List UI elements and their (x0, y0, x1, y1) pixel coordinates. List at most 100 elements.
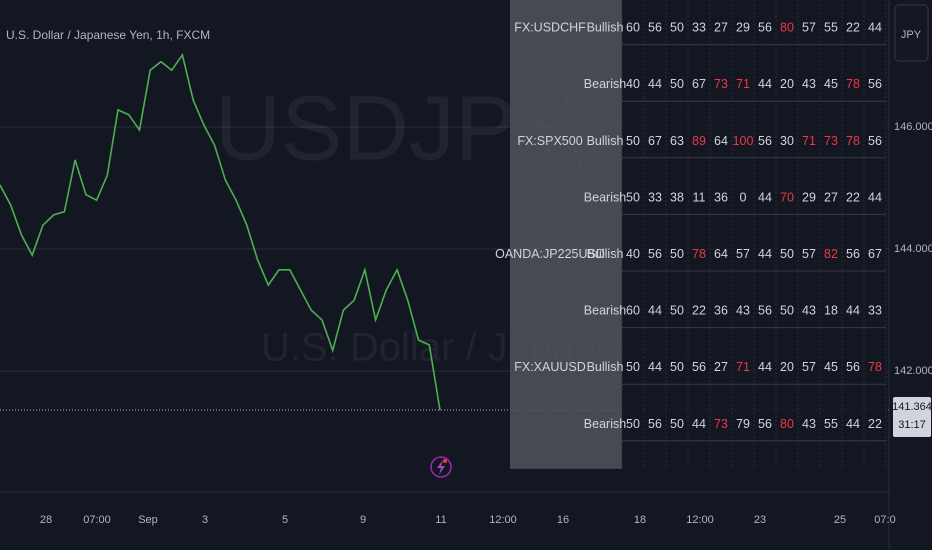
cell-value: 44 (758, 190, 772, 204)
cell-value: 44 (648, 304, 662, 318)
side-label: Bullish (587, 21, 624, 35)
cell-value: 57 (802, 21, 816, 35)
side-label: Bullish (587, 134, 624, 148)
cell-value: 36 (714, 304, 728, 318)
x-tick-label: 16 (557, 514, 569, 526)
cell-value: 36 (714, 190, 728, 204)
side-label: Bearish (584, 190, 626, 204)
symbol-label: OANDA:JP225USD (495, 247, 605, 261)
cell-value: 73 (824, 134, 838, 148)
cell-value: 79 (736, 417, 750, 431)
cell-value: 50 (626, 190, 640, 204)
cell-value: 22 (692, 304, 706, 318)
cell-value: 44 (868, 21, 882, 35)
cell-value: 20 (780, 360, 794, 374)
cell-value: 71 (736, 360, 750, 374)
cell-value: 50 (626, 134, 640, 148)
cell-value: 50 (670, 417, 684, 431)
cell-value: 73 (714, 417, 728, 431)
event-bolt (437, 460, 445, 475)
cell-value: 56 (846, 247, 860, 261)
cell-value: 82 (824, 247, 838, 261)
cell-value: 27 (824, 190, 838, 204)
cell-value: 27 (714, 360, 728, 374)
cell-value: 70 (780, 190, 794, 204)
y-tick-label: 144.000 (894, 243, 932, 255)
cell-value: 64 (714, 247, 728, 261)
values-area (622, 0, 886, 469)
cell-value: 33 (648, 190, 662, 204)
cell-value: 44 (846, 304, 860, 318)
last-price-label: 141.364 (892, 401, 932, 413)
cell-value: 73 (714, 77, 728, 91)
cell-value: 57 (802, 247, 816, 261)
x-tick-label: 25 (834, 514, 846, 526)
cell-value: 20 (780, 77, 794, 91)
cell-value: 50 (670, 247, 684, 261)
x-tick-label: 07:0 (874, 514, 895, 526)
last-price-box (893, 396, 931, 437)
cell-value: 60 (626, 304, 640, 318)
side-label: Bearish (584, 77, 626, 91)
cell-value: 50 (626, 417, 640, 431)
y-tick-label: 142.000 (894, 365, 932, 377)
cell-value: 55 (824, 21, 838, 35)
symbol-label: FX:SPX500 (517, 134, 582, 148)
cell-value: 56 (758, 21, 772, 35)
y-tick-label: 146.000 (894, 121, 932, 133)
cell-value: 33 (692, 21, 706, 35)
cell-value: 56 (868, 77, 882, 91)
side-label: Bearish (584, 304, 626, 318)
cell-value: 44 (868, 190, 882, 204)
cell-value: 57 (802, 360, 816, 374)
side-label: Bullish (587, 247, 624, 261)
cell-value: 44 (692, 417, 706, 431)
cell-value: 78 (846, 77, 860, 91)
currency-button[interactable] (894, 4, 929, 62)
cell-value: 29 (736, 21, 750, 35)
cell-value: 55 (824, 417, 838, 431)
cell-value: 100 (733, 134, 754, 148)
cell-value: 56 (692, 360, 706, 374)
cell-value: 40 (626, 77, 640, 91)
cell-value: 45 (824, 360, 838, 374)
cell-value: 38 (670, 190, 684, 204)
cell-value: 45 (824, 77, 838, 91)
cell-value: 57 (736, 247, 750, 261)
cell-value: 80 (780, 21, 794, 35)
cell-value: 78 (868, 360, 882, 374)
cell-value: 56 (758, 417, 772, 431)
x-tick-label: 12:00 (686, 514, 714, 526)
x-tick-label: 3 (202, 514, 208, 526)
price-line (0, 52, 441, 411)
cell-value: 22 (846, 190, 860, 204)
x-tick-label: Sep (138, 514, 158, 526)
cell-value: 56 (846, 360, 860, 374)
x-tick-label: 23 (754, 514, 766, 526)
cell-value: 60 (626, 21, 640, 35)
cell-value: 56 (868, 134, 882, 148)
cell-value: 56 (758, 304, 772, 318)
cell-value: 44 (648, 77, 662, 91)
cell-value: 56 (758, 134, 772, 148)
cell-value: 50 (670, 21, 684, 35)
cell-value: 78 (692, 247, 706, 261)
cell-value: 50 (626, 360, 640, 374)
cell-value: 44 (758, 360, 772, 374)
cell-value: 43 (802, 77, 816, 91)
cell-value: 56 (648, 21, 662, 35)
cell-value: 29 (802, 190, 816, 204)
cell-value: 30 (780, 134, 794, 148)
cell-value: 50 (670, 77, 684, 91)
side-label: Bullish (587, 360, 624, 374)
cell-value: 18 (824, 304, 838, 318)
cell-value: 78 (846, 134, 860, 148)
cell-value: 71 (736, 77, 750, 91)
cell-value: 50 (780, 247, 794, 261)
countdown-label: 31:17 (898, 419, 926, 431)
cell-value: 44 (648, 360, 662, 374)
x-tick-label: 18 (634, 514, 646, 526)
cell-value: 64 (714, 134, 728, 148)
cell-value: 44 (758, 247, 772, 261)
